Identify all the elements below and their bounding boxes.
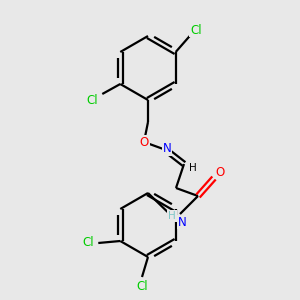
Text: H: H [168,211,176,221]
Text: Cl: Cl [82,236,94,250]
Text: H: H [189,163,197,173]
Text: Cl: Cl [136,280,148,293]
Text: N: N [178,215,186,229]
Text: O: O [215,166,225,178]
Text: N: N [163,142,171,155]
Text: O: O [140,136,148,148]
Text: Cl: Cl [86,94,98,106]
Text: Cl: Cl [190,23,202,37]
